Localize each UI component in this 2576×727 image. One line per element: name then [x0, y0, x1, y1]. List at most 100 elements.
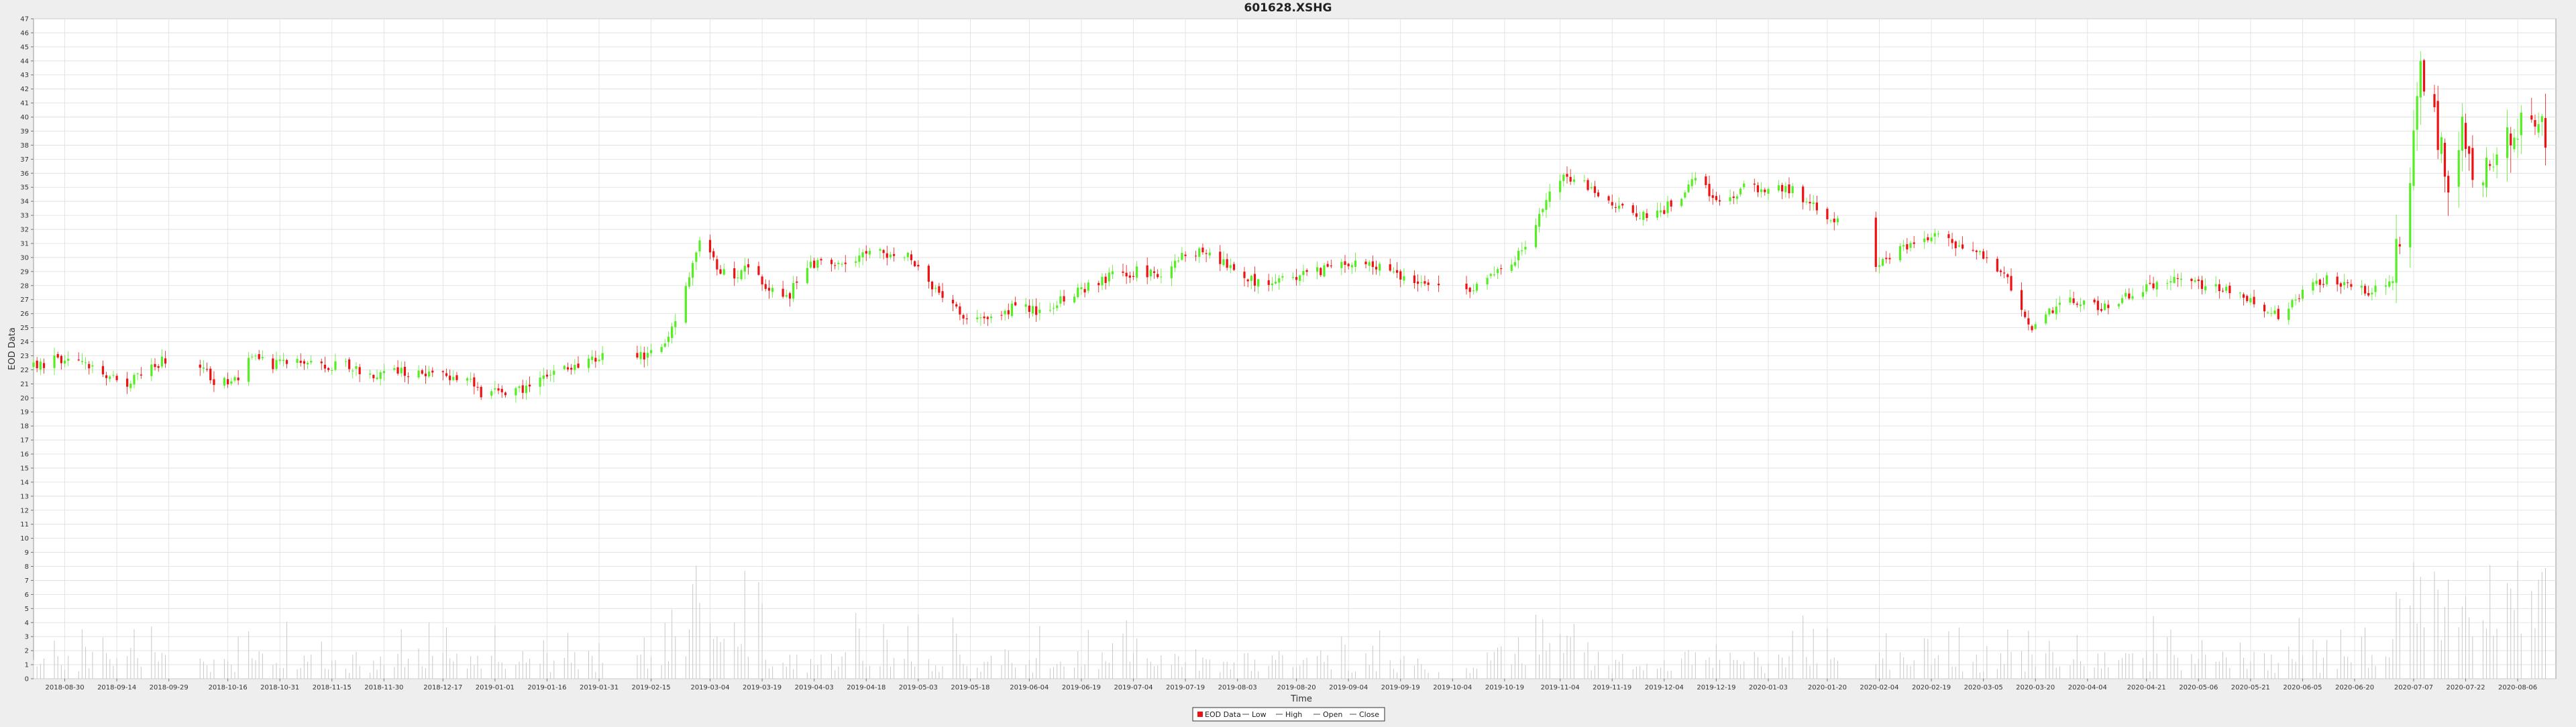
x-tick-label: 2019-10-19: [1485, 684, 1524, 691]
candle-body: [1375, 266, 1378, 270]
candle-body: [820, 259, 822, 261]
x-tick-label: 2020-02-19: [1912, 684, 1951, 691]
candle-body: [1122, 271, 1124, 273]
candle-body: [1587, 180, 1589, 190]
candle-body: [837, 262, 840, 264]
candle-body: [1080, 287, 1083, 290]
candle-body: [2239, 292, 2241, 294]
candle-body: [792, 283, 795, 299]
candle-body: [1059, 296, 1062, 304]
candle-body: [1152, 271, 1156, 273]
candle-body: [1063, 296, 1065, 302]
candle-body: [1975, 250, 1978, 252]
candle-body: [667, 337, 670, 343]
candle-body: [1087, 282, 1089, 291]
candle-body: [272, 358, 274, 370]
candle-body: [2104, 303, 2106, 311]
candle-body: [278, 359, 281, 361]
candle-body: [1930, 237, 1933, 241]
candle-body: [1004, 311, 1006, 315]
candle-body: [2200, 280, 2204, 289]
candle-body: [2117, 304, 2120, 306]
candle-body: [708, 239, 712, 253]
x-tick-label: 2020-08-06: [2498, 684, 2537, 691]
candle-body: [115, 376, 118, 380]
candle-body: [1729, 197, 1731, 202]
candle-body: [67, 359, 70, 361]
volume-bars: [33, 561, 2546, 679]
candle-body: [1136, 266, 1138, 278]
candle-body: [2010, 276, 2012, 291]
candle-body: [2336, 276, 2339, 285]
candle-body: [1639, 218, 1642, 219]
candle-body: [813, 260, 816, 268]
candle-body: [1049, 310, 1051, 311]
candle-body: [296, 359, 299, 364]
y-tick-label: 10: [20, 535, 29, 543]
candle-body: [1656, 211, 1659, 218]
candle-body: [1739, 188, 1742, 194]
candle-body: [1128, 275, 1131, 278]
candle-body: [160, 356, 163, 367]
candle-body: [490, 391, 493, 396]
candle-body: [303, 361, 306, 364]
legend-swatch-eod-data: [1197, 712, 1203, 717]
candle-body: [684, 286, 687, 323]
candle-body: [2436, 101, 2439, 150]
x-tick-label: 2019-11-19: [1593, 684, 1631, 691]
candle-body: [452, 376, 455, 380]
candle-body: [344, 361, 347, 362]
candle-body: [1000, 315, 1003, 316]
candle-body: [1108, 272, 1110, 282]
y-tick-label: 28: [20, 282, 29, 290]
candle-body: [1937, 233, 1939, 235]
candle-body: [782, 288, 784, 297]
legend-item-eod-data: EOD Data: [1197, 710, 1241, 719]
candle-body: [258, 354, 260, 359]
y-tick-label: 43: [20, 72, 29, 79]
candle-body: [382, 371, 385, 374]
candle-body: [431, 370, 434, 373]
candle-body: [1493, 274, 1495, 276]
y-tick-label: 17: [20, 437, 29, 445]
candle-body: [2416, 96, 2418, 130]
candle-body: [2031, 326, 2033, 331]
candle-body: [1052, 308, 1055, 309]
candle-body: [129, 384, 132, 388]
x-tick-label: 2019-12-19: [1697, 684, 1735, 691]
candle-body: [1902, 245, 1905, 247]
candle-body: [809, 262, 812, 268]
candle-body: [2374, 285, 2377, 292]
y-tick-label: 25: [20, 325, 29, 332]
y-tick-label: 41: [20, 100, 29, 107]
candle-body: [1996, 258, 1998, 272]
legend-label-open: Open: [1323, 710, 1342, 719]
candle-body: [2048, 309, 2051, 315]
candle-body: [743, 266, 746, 272]
candle-body: [1305, 270, 1308, 272]
candle-body: [2360, 286, 2363, 288]
candle-body: [1417, 281, 1419, 284]
candle-body: [1566, 174, 1568, 177]
candles: [32, 51, 2547, 403]
candle-body: [2006, 274, 2009, 278]
candle-body: [112, 375, 115, 376]
candle-body: [692, 263, 694, 278]
x-tick-label: 2019-11-04: [1541, 684, 1580, 691]
y-tick-label: 2: [25, 648, 29, 655]
candle-body: [1562, 174, 1565, 182]
candle-body: [428, 371, 431, 377]
candle-body: [2471, 148, 2474, 180]
candle-body: [2107, 304, 2110, 309]
candle-body: [1705, 176, 1707, 185]
candle-body: [1413, 275, 1416, 283]
candle-body: [2270, 313, 2273, 315]
candle-body: [1631, 205, 1634, 213]
candle-body: [2298, 298, 2300, 299]
candle-body: [1784, 186, 1787, 192]
candle-body: [2343, 282, 2346, 286]
candle-body: [1379, 264, 1381, 271]
candle-body: [2242, 294, 2245, 298]
candle-body: [515, 388, 517, 396]
candle-body: [549, 374, 552, 376]
